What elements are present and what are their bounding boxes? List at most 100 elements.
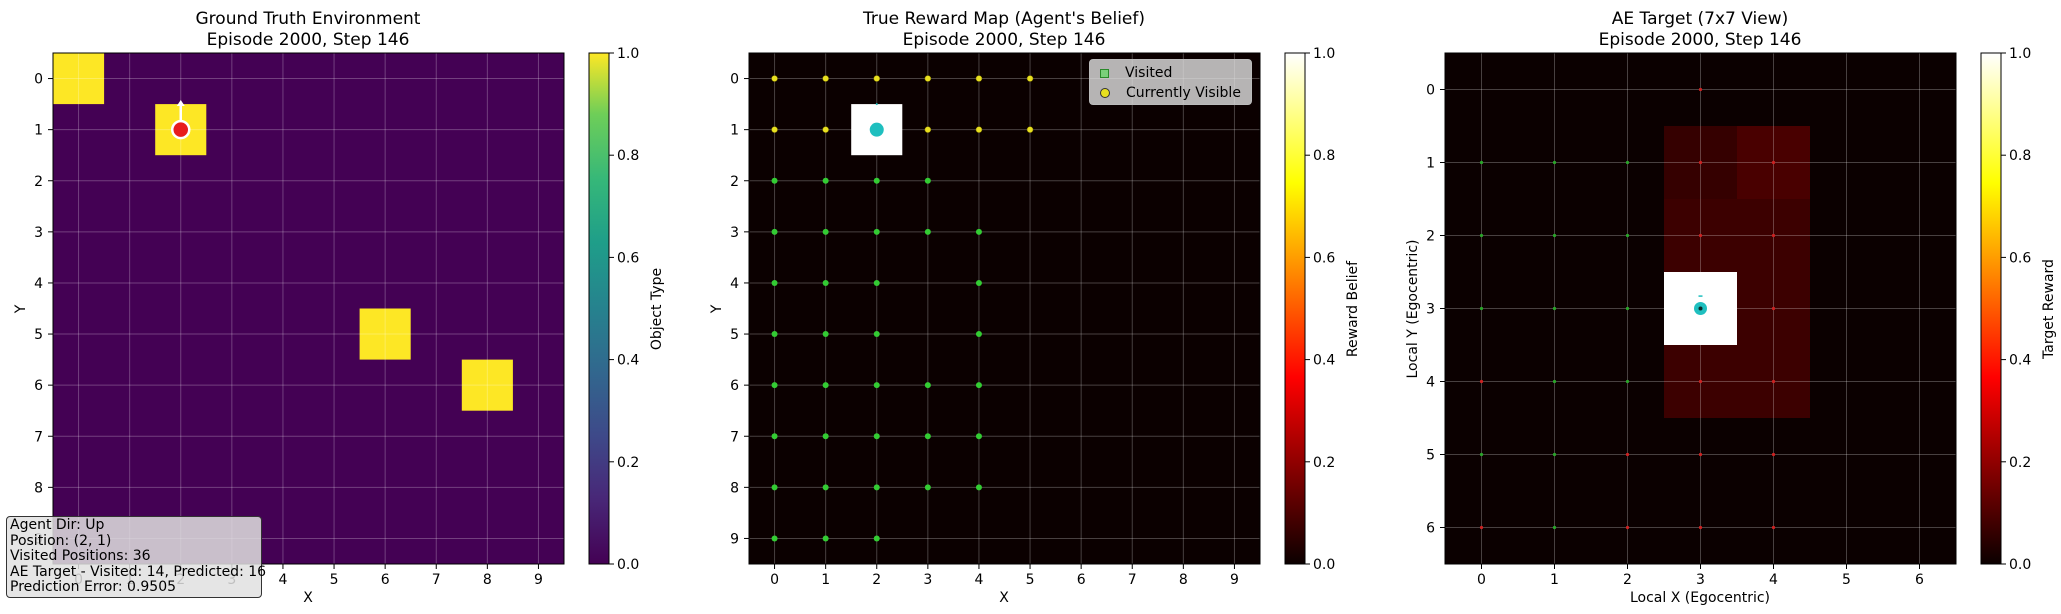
x-tick-label: 4 — [278, 572, 287, 588]
visited-marker — [1625, 233, 1630, 238]
visible-marker — [771, 126, 778, 133]
visited-marker — [873, 433, 880, 440]
x-tick-label: 4 — [1769, 572, 1778, 588]
visited-marker — [873, 228, 880, 235]
y-tick-label: 7 — [730, 429, 739, 445]
cbar-tick-label: 0.6 — [2009, 250, 2031, 266]
info-position: Position: (2, 1) — [10, 532, 112, 549]
panel1-frame — [52, 52, 565, 565]
y-tick-label: 8 — [34, 480, 43, 496]
predicted-marker — [1771, 160, 1776, 165]
x-tick-label: 2 — [872, 572, 881, 588]
panel3-title: AE Target (7x7 View) — [1612, 9, 1788, 29]
predicted-marker — [1698, 452, 1703, 457]
panel1-xlabel: X — [303, 590, 313, 606]
visited-marker — [975, 382, 982, 389]
cbar-tick-label: 0.8 — [2009, 148, 2031, 164]
panel3-colorbar — [1980, 52, 2002, 565]
predicted-marker — [1771, 233, 1776, 238]
x-tick-label: 8 — [1179, 572, 1188, 588]
panel3-axes: 0 1 2 3 4 5 6 0 1 2 3 4 5 6 0.0 0.2 0.4 0.6 0.8 1.0 — [1426, 46, 2031, 588]
predicted-marker — [1698, 87, 1703, 92]
panel2-background — [749, 53, 1260, 564]
cbar-tick-label: 0.0 — [617, 557, 639, 573]
visible-marker — [924, 126, 932, 133]
x-tick-label: 6 — [1077, 572, 1086, 588]
cbar-tick-label: 0.4 — [1313, 353, 1335, 369]
predicted-marker — [1698, 233, 1703, 238]
panel2-ylabel: Y — [709, 304, 725, 314]
visited-marker — [873, 535, 880, 542]
panel2-axes: 0 1 2 3 4 5 6 7 8 9 0 1 2 3 4 5 6 7 8 9 0.0 0.2 0.4 0.6 0.8 1.0 — [730, 46, 1335, 588]
x-tick-label: 1 — [821, 572, 830, 588]
visited-marker — [1552, 525, 1557, 530]
predicted-marker — [1771, 452, 1776, 457]
panel3-xlabel: Local X (Egocentric) — [1630, 590, 1770, 606]
visited-marker — [771, 331, 778, 338]
x-tick-label: 6 — [381, 572, 390, 588]
x-tick-label: 6 — [1915, 572, 1924, 588]
x-tick-label: 8 — [483, 572, 492, 588]
visited-marker — [1552, 306, 1557, 311]
visited-marker — [822, 228, 829, 235]
visited-marker — [924, 433, 931, 440]
panel1-subtitle: Episode 2000, Step 146 — [207, 30, 410, 50]
x-tick-label: 5 — [330, 572, 339, 588]
legend-visible-entry: Currently Visible — [1098, 83, 1241, 103]
visible-marker — [924, 75, 932, 82]
x-tick-label: 2 — [1623, 572, 1632, 588]
visited-marker — [1552, 452, 1557, 457]
panel3-subtitle: Episode 2000, Step 146 — [1599, 30, 1802, 50]
visited-marker — [975, 228, 982, 235]
panel1-ylabel: Y — [13, 304, 29, 314]
visited-marker-icon — [1100, 68, 1109, 78]
y-tick-label: 1 — [34, 123, 43, 139]
visited-marker — [873, 279, 880, 286]
x-tick-label: 3 — [1696, 572, 1705, 588]
object-cell — [53, 53, 105, 105]
visited-marker — [1625, 306, 1630, 311]
x-tick-label: 7 — [1128, 572, 1137, 588]
info-box: Agent Dir: Up Position: (2, 1) Visited P… — [6, 516, 266, 598]
visited-marker — [873, 331, 880, 338]
predicted-marker — [1479, 379, 1484, 384]
visited-marker — [822, 331, 829, 338]
y-tick-label: 4 — [34, 276, 43, 292]
y-tick-label: 1 — [730, 123, 739, 139]
visited-marker — [822, 382, 829, 389]
visible-marker — [1026, 126, 1034, 133]
visible-marker-icon — [1100, 88, 1110, 98]
x-tick-label: 3 — [923, 572, 932, 588]
visited-marker — [822, 433, 829, 440]
predicted-marker — [1625, 525, 1630, 530]
agent-marker — [171, 119, 191, 140]
visited-marker — [1479, 306, 1484, 311]
visited-marker — [873, 484, 880, 491]
cbar-tick-label: 0.2 — [617, 455, 639, 471]
x-tick-label: 5 — [1026, 572, 1035, 588]
visited-marker — [771, 535, 778, 542]
cbar-tick-label: 0.4 — [2009, 353, 2031, 369]
object-cell — [359, 308, 411, 360]
legend-visited-entry: Visited — [1098, 63, 1172, 83]
y-tick-label: 1 — [1426, 156, 1435, 172]
predicted-marker — [1771, 306, 1776, 311]
visited-marker — [1625, 160, 1630, 165]
info-prediction-error: Prediction Error: 0.9505 — [10, 579, 177, 595]
legend-visible-label: Currently Visible — [1126, 85, 1241, 101]
y-tick-label: 9 — [730, 531, 739, 547]
predicted-marker — [1625, 452, 1630, 457]
cbar-tick-label: 0.6 — [1313, 250, 1335, 266]
cbar-tick-label: 1.0 — [617, 46, 639, 62]
visible-marker — [873, 75, 880, 82]
visited-marker — [771, 177, 778, 184]
visited-marker — [1552, 233, 1557, 238]
predicted-marker — [1771, 379, 1776, 384]
y-tick-label: 6 — [1426, 521, 1435, 537]
visible-marker — [822, 126, 829, 133]
visited-marker — [822, 535, 829, 542]
x-tick-label: 4 — [974, 572, 983, 588]
visible-marker — [771, 75, 778, 82]
visited-marker — [771, 228, 778, 235]
